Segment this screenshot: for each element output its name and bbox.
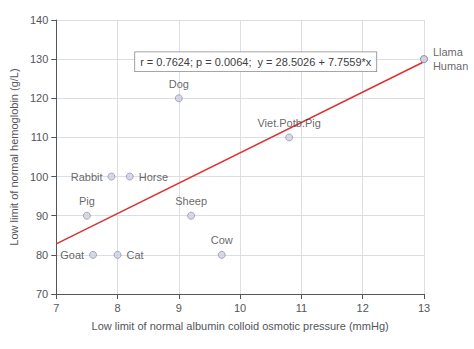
svg-text:80: 80 [36, 249, 48, 261]
svg-text:7: 7 [53, 302, 59, 314]
svg-text:r = 0.7624; p = 0.0064; y = 2: r = 0.7624; p = 0.0064; y = 28.5026 + 7.… [140, 56, 372, 68]
svg-text:100: 100 [30, 171, 48, 183]
svg-text:Cow: Cow [211, 234, 233, 246]
svg-text:Viet.Potb.Pig: Viet.Potb.Pig [257, 117, 320, 129]
svg-text:Low limit of normal hemoglobin: Low limit of normal hemoglobin (g/L) [8, 68, 20, 245]
svg-text:90: 90 [36, 210, 48, 222]
svg-text:Horse: Horse [139, 171, 168, 183]
svg-text:9: 9 [176, 302, 182, 314]
svg-text:13: 13 [418, 302, 430, 314]
svg-text:70: 70 [36, 288, 48, 300]
svg-text:Sheep: Sheep [175, 195, 207, 207]
svg-text:140: 140 [30, 14, 48, 26]
svg-text:110: 110 [31, 131, 49, 143]
svg-text:Cat: Cat [126, 249, 143, 261]
svg-text:Rabbit: Rabbit [71, 171, 103, 183]
svg-text:Llama: Llama [433, 46, 464, 58]
svg-text:130: 130 [30, 53, 48, 65]
svg-text:Human: Human [433, 60, 468, 72]
svg-text:10: 10 [234, 302, 246, 314]
svg-text:Dog: Dog [169, 78, 189, 90]
svg-text:12: 12 [357, 302, 369, 314]
svg-text:120: 120 [30, 92, 48, 104]
svg-text:Low limit of normal albumin co: Low limit of normal albumin colloid osmo… [92, 320, 389, 332]
svg-text:Pig: Pig [79, 195, 95, 207]
svg-text:11: 11 [296, 302, 307, 314]
svg-text:Goat: Goat [60, 249, 84, 261]
svg-text:8: 8 [114, 302, 120, 314]
